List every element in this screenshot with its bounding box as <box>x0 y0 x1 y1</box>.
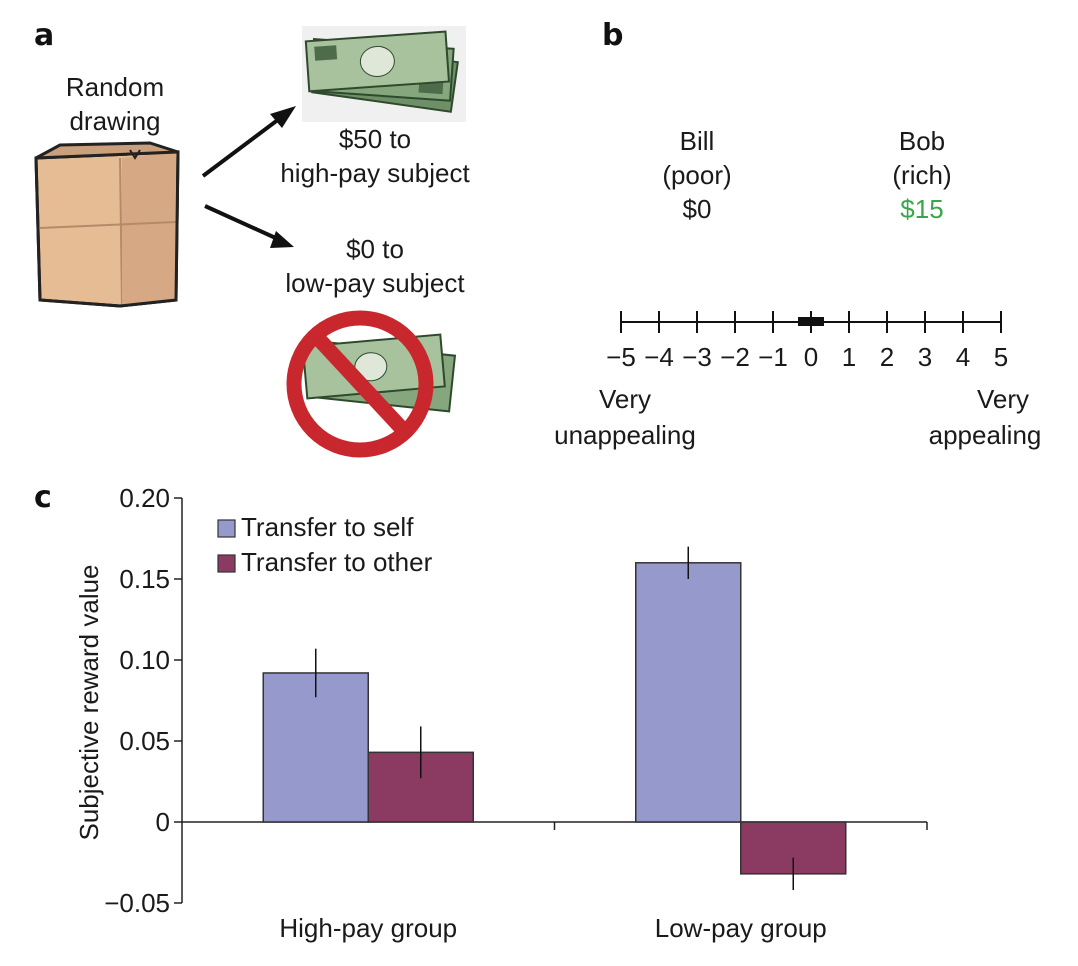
very-appealing-line1: Very <box>976 384 1030 414</box>
low-pay-subject-label: low-pay subject <box>285 268 465 298</box>
scale-tick-label: 5 <box>994 342 1008 372</box>
scale-tick-label: −3 <box>682 342 712 372</box>
panel-c-letter: c <box>34 480 52 515</box>
arrow-to-low-icon <box>204 204 294 248</box>
scale-tick-label: 2 <box>880 342 894 372</box>
y-tick-label: −0.05 <box>104 888 170 918</box>
bill-status: (poor) <box>662 160 732 190</box>
bob-status: (rich) <box>892 160 952 190</box>
x-category-label: Low-pay group <box>655 913 827 943</box>
very-appealing-line2: appealing <box>928 420 1042 450</box>
bill-amount: $0 <box>682 194 712 224</box>
very-unappealing-line1: Very <box>598 384 652 414</box>
arrow-to-high-icon <box>201 106 296 178</box>
bob-amount: $15 <box>900 194 944 224</box>
random-drawing-label-line1: Random <box>65 72 165 102</box>
panel-b-letter: b <box>602 18 624 53</box>
legend-label: Transfer to other <box>241 547 433 577</box>
panel-a-letter: a <box>34 18 55 53</box>
y-axis-label: Subjective reward value <box>74 564 104 840</box>
y-tick-label: 0.15 <box>119 564 170 594</box>
y-tick-label: 0.20 <box>119 483 170 513</box>
high-pay-amount: $50 to <box>338 124 412 154</box>
bar <box>262 672 369 823</box>
scale-tick-label: 0 <box>804 342 818 372</box>
scale-tick-label: −5 <box>606 342 636 372</box>
y-tick-label: 0.05 <box>119 726 170 756</box>
low-pay-amount: $0 to <box>346 234 404 264</box>
scale-tick-label: −2 <box>720 342 750 372</box>
cash-bills-icon <box>302 26 466 122</box>
scale-marker <box>798 317 824 326</box>
legend-swatch <box>217 554 236 573</box>
bob-name: Bob <box>898 126 946 156</box>
scale-tick-label: 4 <box>956 342 970 372</box>
y-tick-label: 0.10 <box>119 645 170 675</box>
scale-tick-label: 1 <box>842 342 856 372</box>
x-category-label: High-pay group <box>279 913 457 943</box>
legend-label: Transfer to self <box>241 512 414 542</box>
y-tick-label: 0 <box>156 807 170 837</box>
legend-swatch <box>217 519 236 538</box>
scale-tick-label: 3 <box>918 342 932 372</box>
very-unappealing-line2: unappealing <box>554 420 696 450</box>
scale-tick-label: −4 <box>644 342 674 372</box>
paper-bag-icon <box>34 141 180 308</box>
random-drawing-label-line2: drawing <box>69 106 161 136</box>
scale-tick-label: −1 <box>758 342 788 372</box>
prohibited-sign-icon <box>286 310 434 458</box>
high-pay-subject-label: high-pay subject <box>280 158 470 188</box>
bill-name: Bill <box>679 126 715 156</box>
bar <box>635 562 742 823</box>
